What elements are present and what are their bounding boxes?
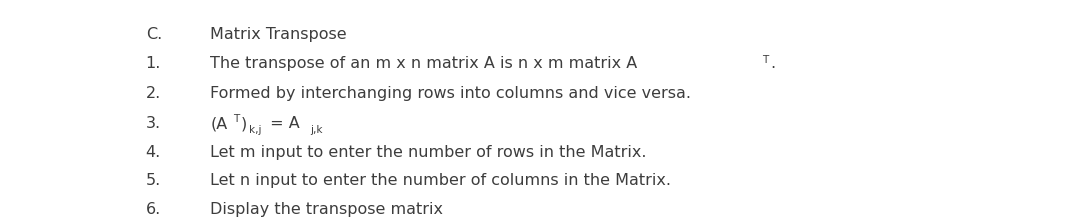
Text: Let m input to enter the number of rows in the Matrix.: Let m input to enter the number of rows …: [210, 145, 647, 160]
Text: = A: = A: [265, 116, 300, 131]
Text: 1.: 1.: [146, 56, 161, 71]
Text: 3.: 3.: [146, 116, 161, 131]
Text: 6.: 6.: [146, 202, 161, 217]
Text: j,k: j,k: [310, 124, 323, 135]
Text: .: .: [769, 56, 775, 71]
Text: 2.: 2.: [146, 86, 161, 101]
Text: k,j: k,j: [249, 124, 261, 135]
Text: T: T: [762, 55, 768, 65]
Text: 5.: 5.: [146, 173, 161, 189]
Text: (A: (A: [210, 116, 228, 131]
Text: C.: C.: [146, 27, 162, 42]
Text: 4.: 4.: [146, 145, 161, 160]
Text: The transpose of an m x n matrix A is n x m matrix A: The transpose of an m x n matrix A is n …: [210, 56, 638, 71]
Text: Matrix Transpose: Matrix Transpose: [210, 27, 347, 42]
Text: Formed by interchanging rows into columns and vice versa.: Formed by interchanging rows into column…: [210, 86, 692, 101]
Text: T: T: [233, 114, 238, 124]
Text: Let n input to enter the number of columns in the Matrix.: Let n input to enter the number of colum…: [210, 173, 671, 189]
Text: ): ): [241, 116, 247, 131]
Text: Display the transpose matrix: Display the transpose matrix: [210, 202, 443, 217]
